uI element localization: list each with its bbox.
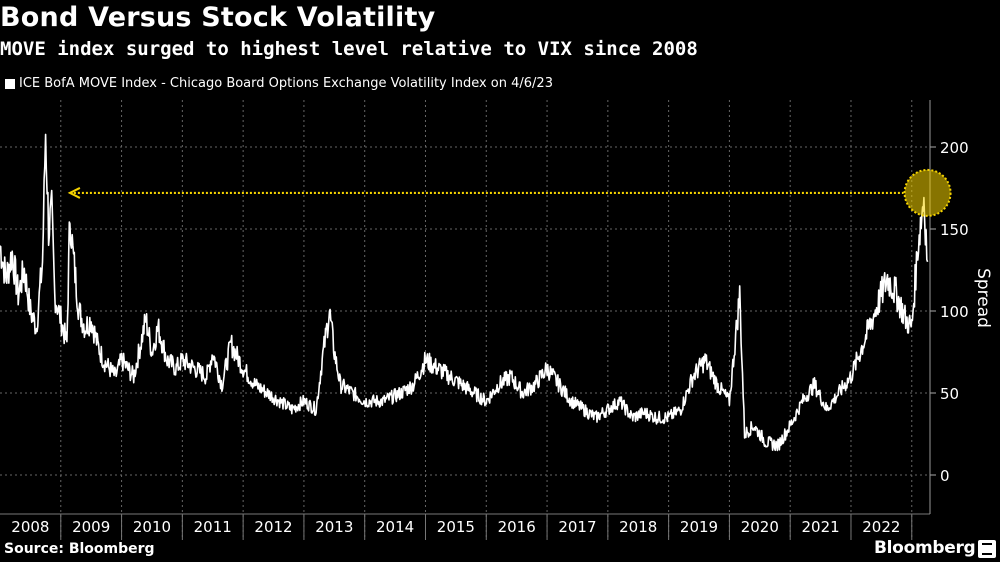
chart-subtitle: MOVE index surged to highest level relat… <box>0 38 698 60</box>
legend: ICE BofA MOVE Index - Chicago Board Opti… <box>5 76 553 91</box>
brand-badge-icon <box>978 540 996 558</box>
reference-arrow <box>67 187 81 199</box>
x-tick-label: 2016 <box>498 518 536 536</box>
series-line <box>0 133 929 452</box>
chart-title: Bond Versus Stock Volatility <box>0 2 436 33</box>
x-tick-label: 2010 <box>133 518 171 536</box>
y-tick-label: 100 <box>940 303 969 321</box>
x-tick-label: 2017 <box>558 518 596 536</box>
highlight-circle <box>903 168 952 217</box>
x-tick-label: 2011 <box>194 518 232 536</box>
x-tick-label: 2019 <box>680 518 718 536</box>
y-tick-label: 50 <box>940 385 959 403</box>
y-tick-label: 150 <box>940 221 969 239</box>
brand-logo: Bloomberg <box>874 538 976 558</box>
y-tick-label: 0 <box>940 467 950 485</box>
x-tick-label: 2022 <box>862 518 900 536</box>
series <box>0 133 929 452</box>
legend-label: ICE BofA MOVE Index - Chicago Board Opti… <box>19 76 553 91</box>
x-tick-label: 2013 <box>315 518 353 536</box>
y-tick-label: 200 <box>940 139 969 157</box>
x-tick-label: 2012 <box>254 518 292 536</box>
x-tick-label: 2015 <box>437 518 475 536</box>
y-axis-label: Spread <box>973 268 993 328</box>
x-tick-label: 2009 <box>72 518 110 536</box>
annotation <box>67 168 952 217</box>
y-axis: 0 50 100 150 200 Spread <box>929 100 993 514</box>
source-note: Source: Bloomberg <box>4 541 155 557</box>
x-tick-label: 2008 <box>11 518 49 536</box>
x-tick-label: 2021 <box>801 518 839 536</box>
x-tick-label: 2014 <box>376 518 414 536</box>
legend-swatch <box>5 78 15 89</box>
grid <box>0 100 930 540</box>
x-tick-label: 2018 <box>619 518 657 536</box>
x-axis: 2008 2009 2010 2011 2012 2013 2014 2015 2016 2017… <box>0 513 930 540</box>
x-tick-label: 2020 <box>741 518 779 536</box>
